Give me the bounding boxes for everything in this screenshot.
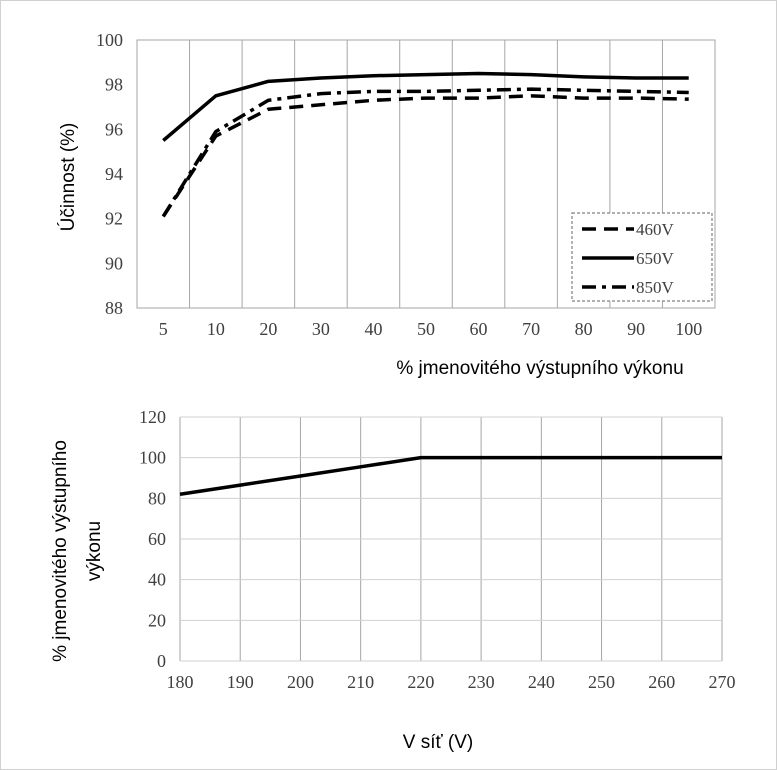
legend-label-650V: 650V	[636, 249, 675, 268]
efficiency-x-axis-title: % jmenovitého výstupního výkonu	[396, 358, 683, 379]
x-tick-label: 230	[468, 672, 495, 692]
y-tick-label: 100	[139, 448, 166, 468]
y-tick-label: 92	[105, 209, 123, 229]
x-tick-label: 50	[417, 319, 435, 339]
y-tick-label: 94	[105, 164, 123, 184]
efficiency-x-ticks: 5 10 20 30 40 50 60 70 80 90 100	[159, 319, 702, 339]
y-tick-label: 96	[105, 119, 123, 139]
legend-label-460V: 460V	[636, 220, 675, 239]
derating-x-axis-title: V síť (V)	[403, 732, 473, 753]
x-tick-label: 100	[675, 319, 702, 339]
y-tick-label: 60	[148, 529, 166, 549]
derating-y-axis-title-line-2: výkonu	[84, 521, 105, 581]
series-line-series-0	[179, 455, 722, 496]
x-tick-label: 240	[528, 672, 555, 692]
y-tick-label: 20	[148, 610, 166, 630]
efficiency-y-axis-title: Účinnost (%)	[57, 123, 79, 232]
efficiency-series	[161, 71, 689, 218]
y-tick-label: 88	[105, 298, 123, 318]
derating-series	[179, 455, 722, 496]
x-tick-label: 250	[588, 672, 615, 692]
derating-chart: 0 20 40 60 80 100 120 180 190 200 210 220 230 240 250…	[50, 407, 736, 753]
efficiency-y-ticks: 88 90 92 94 96 98 100	[96, 30, 123, 318]
x-tick-label: 30	[312, 319, 330, 339]
y-tick-label: 80	[148, 488, 166, 508]
series-line-850V	[161, 87, 689, 218]
series-line-460V	[161, 94, 689, 218]
y-tick-label: 0	[157, 651, 166, 671]
x-tick-label: 60	[470, 319, 488, 339]
x-tick-label: 210	[347, 672, 374, 692]
derating-y-axis-title-line-1: % jmenovitého výstupního	[50, 440, 71, 662]
x-tick-label: 260	[648, 672, 675, 692]
x-tick-label: 80	[575, 319, 593, 339]
x-tick-label: 220	[407, 672, 434, 692]
x-tick-label: 200	[287, 672, 314, 692]
x-tick-label: 40	[364, 319, 382, 339]
y-tick-label: 40	[148, 570, 166, 590]
x-tick-label: 270	[709, 672, 736, 692]
x-tick-label: 70	[522, 319, 540, 339]
x-tick-label: 10	[207, 319, 225, 339]
y-tick-label: 120	[139, 407, 166, 427]
legend-label-850V: 850V	[636, 278, 675, 297]
x-tick-label: 90	[627, 319, 645, 339]
derating-x-ticks: 180 190 200 210 220 230 240 250 260 270	[167, 672, 736, 692]
y-tick-label: 90	[105, 253, 123, 273]
y-tick-label: 98	[105, 75, 123, 95]
plot-area-border	[136, 39, 716, 309]
y-tick-label: 100	[96, 30, 123, 50]
efficiency-plot-area	[136, 39, 716, 309]
x-tick-label: 180	[167, 672, 194, 692]
efficiency-legend: 460V 650V 850V	[571, 212, 713, 302]
x-tick-label: 5	[159, 319, 168, 339]
series-line-650V	[162, 71, 689, 142]
x-tick-label: 20	[259, 319, 277, 339]
derating-y-ticks: 0 20 40 60 80 100 120	[139, 407, 166, 671]
x-tick-label: 190	[227, 672, 254, 692]
efficiency-chart: 88 90 92 94 96 98 100 5 10 20 30 40 50 60 70 80 90 100 Ú…	[57, 30, 716, 379]
